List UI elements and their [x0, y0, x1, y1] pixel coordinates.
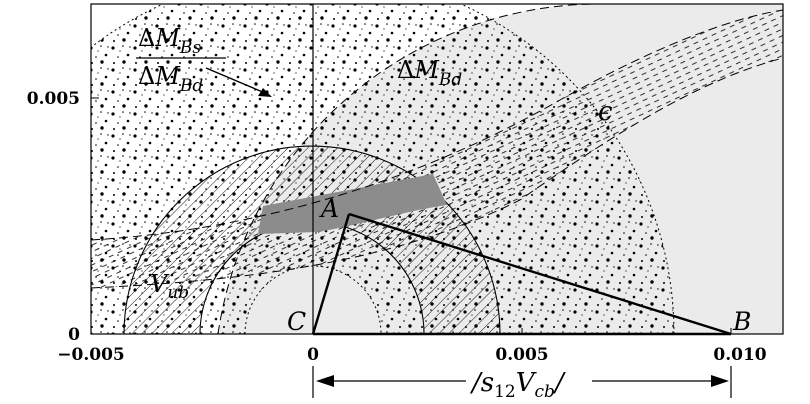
ratio-num-sym: Δ [138, 24, 155, 52]
delta-mbd-label: ΔMBd [397, 56, 462, 90]
ratio-den-sub: Bd [179, 76, 203, 96]
ratio-numerator: ΔMBs [138, 24, 201, 58]
triangle-side-ca [311, 213, 351, 335]
dimension-arrowhead-right [711, 375, 729, 387]
ratio-num-sub: Bs [179, 38, 201, 58]
vub-label: Vub [150, 270, 189, 303]
dimension-label-close: / [552, 368, 566, 398]
allowed-region [258, 174, 447, 234]
delta-mbd-sub: Bd [438, 70, 462, 90]
epsilon-label: ϵ [598, 97, 613, 127]
y-tick-label-0: 0 [68, 325, 80, 345]
x-tick-label-005: 0.005 [495, 345, 548, 365]
delta-mbd-base: M [413, 56, 440, 84]
x-tick-label-0: 0 [307, 345, 319, 365]
vertex-a-label: A [319, 194, 339, 223]
y-tick-label-005: 0.005 [27, 89, 80, 109]
delta-mbd-sym: Δ [397, 56, 414, 84]
dimension-label-s-sub: 12 [494, 382, 516, 402]
ratio-denominator: ΔMBd [138, 62, 203, 96]
vub-base: V [150, 270, 170, 298]
ratio-num-base: M [154, 24, 181, 52]
epsilon-lower-curve [91, 57, 783, 289]
vertex-c-label: C [287, 307, 306, 336]
dimension-label-v-sub: cb [535, 382, 555, 402]
dimension-label-open: / [469, 368, 483, 398]
dimension-arrowhead-left [316, 375, 334, 387]
vertex-b-label: B [732, 307, 751, 336]
dimension-label-v: V [516, 368, 537, 398]
dimension-label: /s12Vcb/ [469, 368, 566, 402]
dimension-label-s: s [481, 368, 494, 398]
x-tick-label-010: 0.010 [713, 345, 766, 365]
vub-sub: ub [167, 283, 189, 303]
ratio-pointer-arrowhead [258, 88, 272, 97]
triangle-side-ab [348, 212, 732, 336]
ratio-pointer-line [205, 67, 266, 94]
ratio-den-base: M [154, 62, 181, 90]
x-tick-label-neg005: −0.005 [57, 345, 124, 365]
ratio-label: ΔMBs ΔMBd [136, 24, 272, 97]
ratio-den-sym: Δ [138, 62, 155, 90]
epsilon-upper-curve [91, 9, 783, 241]
